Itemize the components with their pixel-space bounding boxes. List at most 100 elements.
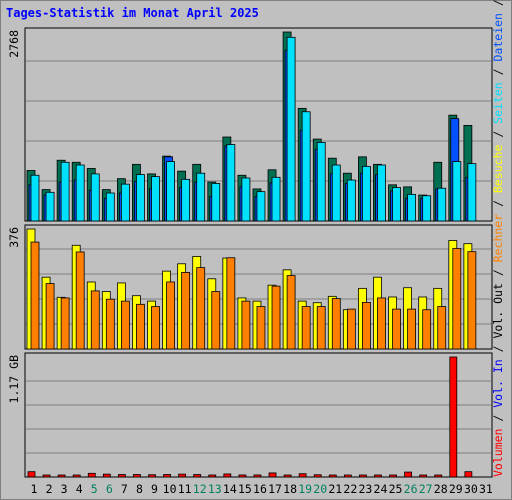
- bar-seiten-day-7: [120, 183, 130, 222]
- bar-seiten-day-15: [241, 177, 251, 222]
- legend-entry: /: [491, 124, 505, 145]
- bar-rechner-day-5: [90, 290, 100, 350]
- x-tick-label: 28: [434, 482, 448, 496]
- bar-rechner-day-2: [45, 283, 55, 350]
- x-tick-label: 26: [404, 482, 418, 496]
- bar-rechner-day-11: [181, 272, 191, 350]
- bar-seiten-day-28: [437, 187, 447, 222]
- legend-entry: Vol. In: [491, 359, 505, 407]
- x-tick-label: 17: [268, 482, 282, 496]
- x-tick-label: 22: [343, 482, 357, 496]
- x-tick-label: 19: [298, 482, 312, 496]
- legend-entry: Vol. Out: [491, 283, 505, 338]
- bar-rechner-day-20: [316, 306, 326, 350]
- bottom-panel-area: [24, 352, 493, 478]
- bar-rechner-day-14: [226, 257, 236, 350]
- x-tick-label: 11: [178, 482, 192, 496]
- right-legend: Volumen / Vol. In / Vol. Out / Rechner /…: [491, 0, 505, 477]
- bar-rechner-day-21: [331, 298, 341, 350]
- bottom-y-max-label: 1.17 GB: [7, 355, 21, 404]
- bar-volumen-day-3: [57, 474, 66, 478]
- bar-seiten-day-27: [422, 195, 432, 222]
- bar-volumen-day-20: [313, 474, 322, 478]
- bar-rechner-day-12: [196, 267, 206, 350]
- bar-seiten-day-13: [211, 183, 221, 222]
- bar-rechner-day-1: [30, 241, 40, 350]
- x-tick-label: 7: [121, 482, 128, 496]
- legend-entry: /: [491, 262, 505, 283]
- bar-rechner-day-9: [151, 306, 160, 350]
- bar-seiten-day-6: [105, 192, 115, 222]
- bar-seiten-day-4: [75, 164, 85, 222]
- x-tick-label: 29: [449, 482, 463, 496]
- legend-entry: /: [491, 193, 505, 214]
- bar-rechner-day-23: [362, 302, 371, 350]
- middle-y-max-label: 376: [7, 227, 21, 248]
- bar-rechner-day-18: [286, 275, 296, 350]
- bar-volumen-day-1: [27, 471, 36, 478]
- legend-entry: /: [491, 339, 505, 360]
- bar-seiten-day-16: [256, 191, 266, 222]
- bar-rechner-day-4: [75, 251, 85, 350]
- bar-volumen-day-6: [102, 473, 111, 478]
- bar-seiten-day-21: [331, 164, 341, 222]
- bar-volumen-day-24: [374, 474, 382, 478]
- x-tick-label: 30: [464, 482, 478, 496]
- x-tick-label: 4: [76, 482, 83, 496]
- bar-rechner-day-10: [166, 281, 175, 350]
- bar-volumen-day-29: [449, 356, 458, 478]
- bar-seiten-day-26: [407, 193, 417, 222]
- bar-volumen-day-16: [253, 474, 262, 478]
- bar-rechner-day-3: [60, 297, 70, 350]
- bar-volumen-day-11: [178, 473, 187, 478]
- legend-entry: Besuche: [491, 145, 505, 194]
- bar-seiten-day-29: [452, 161, 462, 222]
- bar-volumen-day-5: [87, 472, 96, 478]
- x-tick-label: 2: [46, 482, 53, 496]
- chart-title: Tages-Statistik im Monat April 2025: [6, 6, 259, 20]
- bar-volumen-day-8: [133, 474, 141, 478]
- bar-seiten-day-2: [45, 191, 55, 222]
- legend-entry: /: [491, 408, 505, 429]
- bar-volumen-day-18: [283, 474, 292, 478]
- bar-seiten-day-30: [467, 163, 477, 222]
- legend-entry: Seiten: [491, 82, 505, 124]
- bar-rechner-day-17: [271, 285, 281, 350]
- bar-seiten-day-22: [346, 179, 356, 222]
- x-tick-label: 23: [358, 482, 372, 496]
- bar-volumen-day-10: [163, 474, 171, 478]
- bar-rechner-day-24: [377, 297, 386, 350]
- legend-entry: Rechner: [491, 214, 505, 263]
- legend-entry: /: [491, 62, 505, 83]
- x-tick-label: 25: [389, 482, 403, 496]
- bar-volumen-day-30: [464, 471, 473, 478]
- bar-rechner-day-16: [256, 306, 266, 350]
- bar-rechner-day-28: [437, 306, 447, 350]
- bar-volumen-day-26: [404, 471, 413, 478]
- bar-seiten-day-1: [30, 174, 40, 222]
- bar-rechner-day-15: [241, 300, 251, 350]
- bar-seiten-day-24: [377, 164, 386, 222]
- legend-entry: Volumen: [491, 429, 505, 477]
- bar-volumen-day-21: [328, 474, 337, 478]
- bar-volumen-day-2: [42, 474, 51, 478]
- x-tick-label: 27: [419, 482, 433, 496]
- bar-volumen-day-12: [193, 474, 202, 478]
- x-tick-label: 14: [223, 482, 237, 496]
- bar-rechner-day-22: [346, 308, 356, 350]
- bar-seiten-day-19: [301, 111, 311, 222]
- x-tick-label: 3: [61, 482, 68, 496]
- bar-volumen-day-23: [359, 474, 367, 478]
- x-tick-label: 31: [479, 482, 493, 496]
- bar-seiten-day-18: [286, 36, 296, 222]
- bar-volumen-day-27: [419, 474, 428, 478]
- bar-seiten-day-10: [166, 161, 175, 222]
- bar-seiten-day-3: [60, 161, 70, 222]
- bar-seiten-day-17: [271, 176, 281, 222]
- bar-rechner-day-27: [422, 309, 432, 350]
- x-tick-label: 8: [136, 482, 143, 496]
- bar-seiten-day-23: [362, 165, 371, 222]
- bar-rechner-day-8: [136, 303, 145, 350]
- x-tick-label: 18: [283, 482, 297, 496]
